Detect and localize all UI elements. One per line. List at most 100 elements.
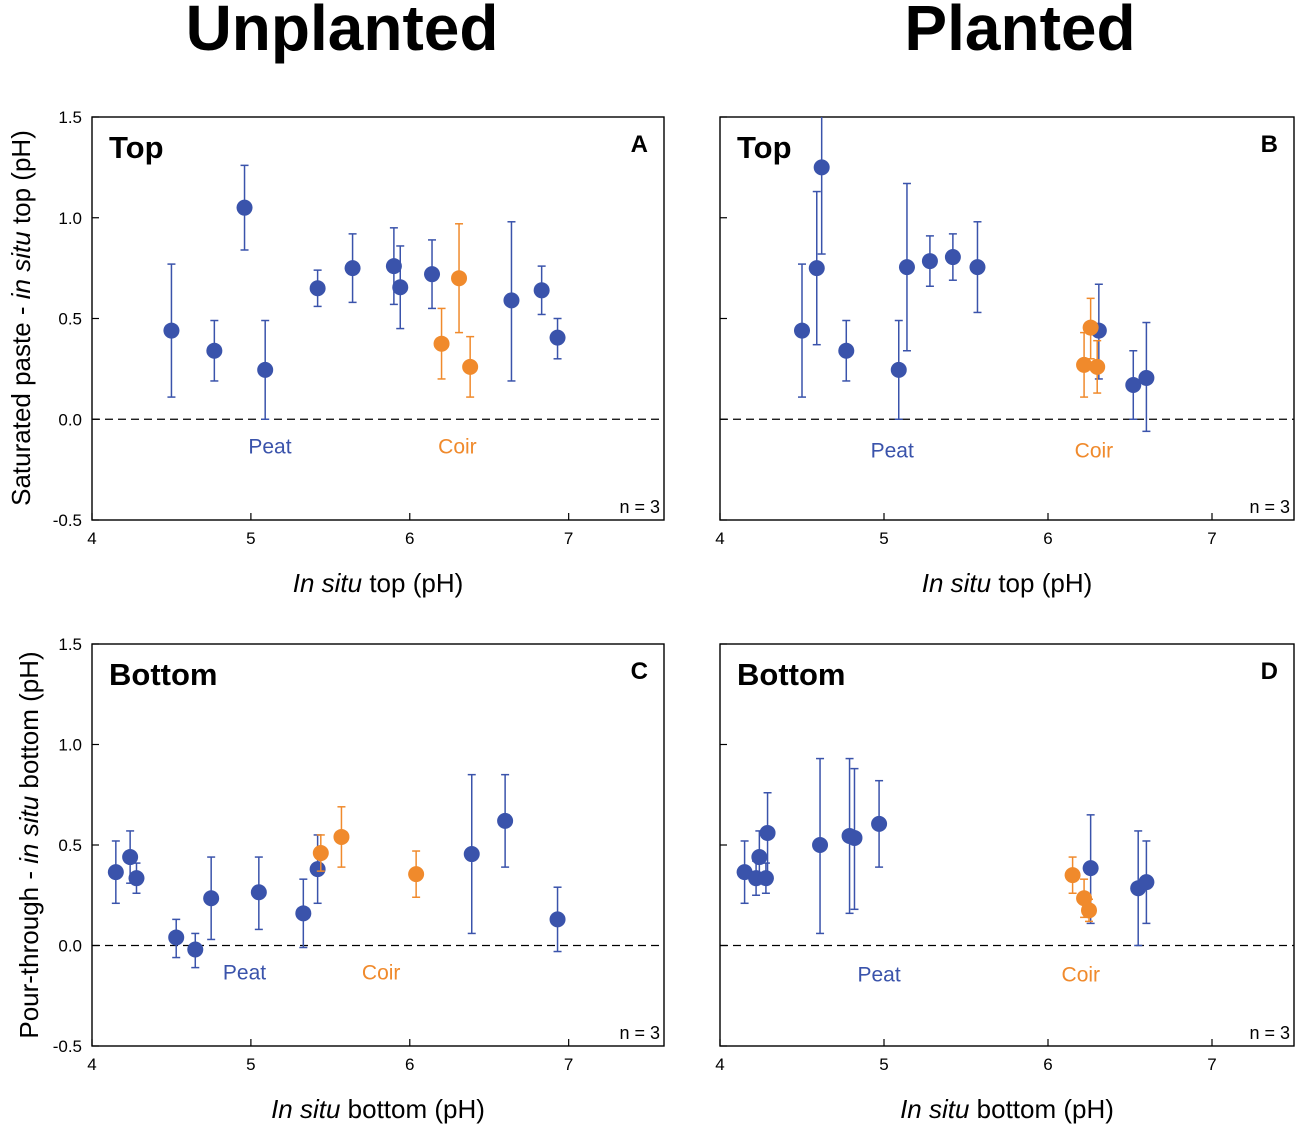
x-axis-label: In situ bottom (pH) <box>271 1094 485 1124</box>
y-tick-label: 0.0 <box>58 937 82 956</box>
peat-data-point <box>497 812 514 829</box>
sample-size-label: n = 3 <box>1249 1023 1290 1043</box>
peat-data-point <box>385 258 402 275</box>
peat-data-point <box>250 884 267 901</box>
peat-data-point <box>257 361 274 378</box>
x-tick-label: 5 <box>246 1055 255 1074</box>
sample-size-label: n = 3 <box>619 1023 660 1043</box>
x-axis-label: In situ top (pH) <box>293 568 464 598</box>
x-tick-label: 6 <box>405 529 414 548</box>
peat-data-point <box>187 941 204 958</box>
coir-data-point <box>1076 890 1093 907</box>
coir-data-point <box>333 828 350 845</box>
group-label-coir: Coir <box>438 436 477 459</box>
peat-data-point <box>295 905 312 922</box>
peat-data-point <box>812 837 829 853</box>
coir-data-point <box>1082 319 1099 336</box>
peat-data-point <box>890 361 907 378</box>
peat-data-point <box>424 266 441 283</box>
coir-data-point <box>312 845 329 862</box>
group-label-peat: Peat <box>223 962 266 985</box>
peat-data-point <box>533 282 550 299</box>
x-tick-label: 7 <box>1207 1055 1216 1074</box>
y-axis-label: Saturated paste - in situ top (pH) <box>6 130 36 506</box>
peat-data-point <box>128 870 145 887</box>
coir-data-point <box>451 270 468 287</box>
peat-data-point <box>969 259 986 276</box>
column-title-planted: Planted <box>904 0 1135 64</box>
y-tick-label: -0.5 <box>53 511 82 530</box>
coir-data-point <box>1081 902 1097 919</box>
y-tick-label: -0.5 <box>53 1037 82 1056</box>
peat-data-point <box>846 829 863 846</box>
plot-frame <box>719 116 1295 521</box>
panel-letter: B <box>1261 131 1278 158</box>
peat-data-point <box>344 260 361 277</box>
x-tick-label: 7 <box>564 529 573 548</box>
x-tick-label: 4 <box>715 529 724 548</box>
peat-data-point <box>751 849 768 866</box>
peat-data-point <box>463 846 480 863</box>
sample-size-label: n = 3 <box>619 497 660 517</box>
panel-title: Bottom <box>109 657 217 692</box>
peat-data-point <box>1082 860 1099 877</box>
y-axis-label: Pour-through - in situ bottom (pH) <box>14 651 44 1038</box>
peat-data-point <box>898 259 915 276</box>
peat-data-point <box>1138 874 1155 891</box>
x-tick-label: 5 <box>246 529 255 548</box>
peat-data-point <box>392 279 409 296</box>
peat-data-point <box>794 322 810 339</box>
panel-c: 4 5 6 7 -0.5 0.0 0.5 1.0 1.5 Bottom Cn = 3 Peat Coir… <box>14 635 665 1124</box>
y-tick-label: 1.0 <box>58 209 82 228</box>
x-tick-label: 7 <box>1207 529 1216 548</box>
group-label-coir: Coir <box>1075 440 1114 463</box>
y-tick-label: 0.0 <box>58 410 82 429</box>
panel-title: Bottom <box>737 657 845 692</box>
panel-letter: C <box>631 658 648 685</box>
x-tick-label: 7 <box>564 1055 573 1074</box>
peat-data-point <box>107 864 124 881</box>
x-axis-label: In situ top (pH) <box>922 568 1093 598</box>
y-tick-label: 0.5 <box>58 836 82 855</box>
peat-data-point <box>808 260 825 277</box>
group-label-coir: Coir <box>1062 964 1101 987</box>
peat-data-point <box>921 253 938 270</box>
peat-data-point <box>549 329 566 346</box>
peat-error-bar <box>817 117 826 255</box>
coir-data-point <box>1076 356 1093 373</box>
coir-data-point <box>408 866 425 883</box>
group-label-coir: Coir <box>362 962 401 985</box>
coir-data-point <box>462 358 479 375</box>
peat-data-point <box>236 199 253 216</box>
x-tick-label: 4 <box>715 1055 724 1074</box>
column-title-unplanted: Unplanted <box>186 0 499 64</box>
peat-data-point <box>838 342 855 359</box>
coir-data-point <box>1064 867 1081 884</box>
x-tick-label: 6 <box>405 1055 414 1074</box>
peat-data-point <box>309 861 326 878</box>
panel-letter: D <box>1261 658 1278 685</box>
y-tick-label: 1.5 <box>58 635 82 654</box>
x-tick-label: 4 <box>87 529 96 548</box>
panel-b: 4 5 6 7 Top Bn = 3 Peat Coir In situ top (pH) <box>715 116 1295 598</box>
peat-data-point <box>163 322 180 339</box>
peat-data-point <box>944 249 961 266</box>
peat-data-point <box>168 929 185 946</box>
panel-letter: A <box>631 131 648 158</box>
group-label-peat: Peat <box>248 436 291 459</box>
x-axis-label: In situ bottom (pH) <box>900 1094 1114 1124</box>
x-tick-label: 4 <box>87 1055 96 1074</box>
x-tick-label: 6 <box>1043 529 1052 548</box>
x-tick-label: 5 <box>879 529 888 548</box>
peat-data-point <box>871 815 888 832</box>
peat-data-point <box>122 849 139 866</box>
coir-data-point <box>433 335 450 352</box>
sample-size-label: n = 3 <box>1249 497 1290 517</box>
group-label-peat: Peat <box>857 964 900 987</box>
peat-data-point <box>813 159 830 176</box>
peat-data-point <box>309 280 326 297</box>
y-tick-label: 1.0 <box>58 736 82 755</box>
x-tick-label: 6 <box>1043 1055 1052 1074</box>
panel-d: 4 5 6 7 Bottom Dn = 3 Peat Coir In situ bottom (… <box>715 643 1295 1124</box>
